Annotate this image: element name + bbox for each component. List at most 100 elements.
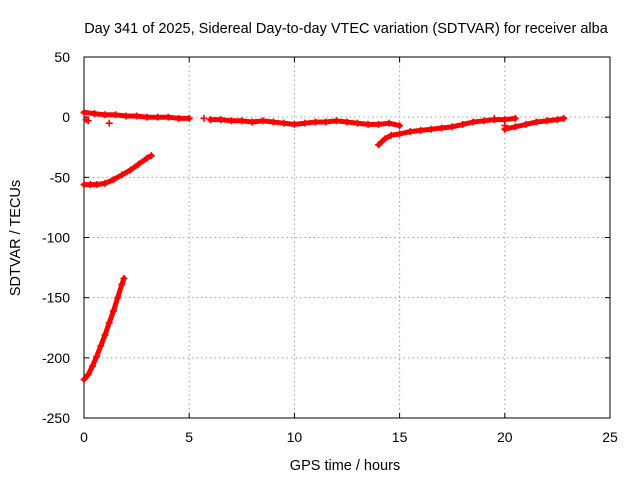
y-tick-label: -250 bbox=[42, 410, 70, 426]
data-point bbox=[290, 120, 298, 128]
data-point bbox=[227, 117, 235, 125]
data-point bbox=[459, 120, 467, 128]
chart-title: Day 341 of 2025, Sidereal Day-to-day VTE… bbox=[84, 21, 609, 37]
series-arc3 bbox=[80, 274, 128, 383]
data-point bbox=[84, 117, 92, 125]
x-tick-label: 0 bbox=[80, 429, 88, 445]
plot-frame bbox=[83, 56, 611, 419]
data-point bbox=[543, 117, 551, 125]
data-point bbox=[118, 280, 126, 288]
data-point bbox=[522, 120, 530, 128]
x-tick-label: 10 bbox=[287, 429, 303, 445]
data-point bbox=[259, 117, 267, 125]
data-point bbox=[164, 113, 172, 121]
data-point bbox=[490, 114, 498, 122]
data-point bbox=[93, 353, 101, 361]
data-point bbox=[381, 135, 389, 143]
data-point bbox=[143, 113, 151, 121]
y-tick-label: -150 bbox=[42, 290, 70, 306]
series-arc1 bbox=[80, 108, 193, 122]
y-tick-label: 50 bbox=[54, 49, 70, 65]
data-point bbox=[511, 114, 519, 122]
series-arc5 bbox=[375, 114, 519, 149]
data-point bbox=[147, 152, 155, 160]
data-point bbox=[101, 111, 109, 119]
data-point bbox=[501, 122, 509, 130]
data-point bbox=[200, 114, 208, 122]
data-point bbox=[280, 119, 288, 127]
data-point bbox=[97, 342, 105, 350]
series-arc2 bbox=[80, 152, 155, 189]
data-point bbox=[396, 130, 404, 138]
data-point bbox=[120, 274, 128, 282]
data-point bbox=[80, 181, 88, 189]
data-point bbox=[101, 179, 109, 187]
data-point bbox=[364, 120, 372, 128]
data-point bbox=[91, 110, 99, 118]
data-point bbox=[511, 123, 519, 131]
data-point bbox=[560, 114, 568, 122]
x-tick-label: 15 bbox=[392, 429, 408, 445]
axis-ticks: 0 5 10 15 20 25 -250 -200 -150 -100 -50 0 50 bbox=[42, 49, 618, 445]
data-point bbox=[109, 176, 117, 184]
data-point bbox=[396, 122, 404, 130]
data-point bbox=[114, 294, 122, 302]
data-point bbox=[532, 118, 540, 126]
data-point bbox=[553, 116, 561, 124]
grid bbox=[84, 57, 610, 418]
data-point bbox=[332, 117, 340, 125]
data-point bbox=[427, 125, 435, 133]
x-tick-label: 5 bbox=[185, 429, 193, 445]
series-line bbox=[81, 153, 154, 188]
data-point bbox=[469, 118, 477, 126]
data-point bbox=[101, 331, 109, 339]
y-tick-label: 0 bbox=[62, 109, 70, 125]
data-point bbox=[480, 117, 488, 125]
data-point bbox=[118, 171, 126, 179]
data-point bbox=[387, 131, 395, 139]
data-point bbox=[88, 362, 96, 370]
data-point bbox=[143, 154, 151, 162]
series-gap-points bbox=[82, 114, 509, 130]
series-line bbox=[81, 275, 127, 382]
data-point bbox=[448, 123, 456, 131]
data-point bbox=[354, 119, 362, 127]
data-point bbox=[269, 118, 277, 126]
data-point bbox=[206, 116, 214, 124]
y-axis-label: SDTVAR / TECUs bbox=[8, 180, 24, 296]
data-point bbox=[311, 118, 319, 126]
data-point bbox=[109, 307, 117, 315]
data-point bbox=[175, 114, 183, 122]
data-point bbox=[343, 118, 351, 126]
data-point bbox=[80, 108, 88, 116]
data-point bbox=[417, 126, 425, 134]
data-point bbox=[406, 128, 414, 136]
data-point bbox=[80, 375, 88, 383]
data-point bbox=[385, 119, 393, 127]
x-tick-label: 20 bbox=[497, 429, 513, 445]
data-point bbox=[238, 117, 246, 125]
data-point bbox=[105, 119, 113, 127]
data-point bbox=[501, 116, 509, 124]
data-point bbox=[122, 112, 130, 120]
data-point bbox=[375, 141, 383, 149]
data-point bbox=[112, 111, 120, 119]
data-point bbox=[84, 371, 92, 379]
data-point bbox=[133, 112, 141, 120]
data-point bbox=[438, 124, 446, 132]
data-point bbox=[135, 160, 143, 168]
x-tick-label: 25 bbox=[602, 429, 618, 445]
data-point bbox=[86, 181, 94, 189]
data-point bbox=[126, 166, 134, 174]
data-point bbox=[322, 118, 330, 126]
y-tick-label: -200 bbox=[42, 350, 70, 366]
data-point bbox=[375, 120, 383, 128]
data-point bbox=[154, 113, 162, 121]
data-series bbox=[80, 108, 568, 383]
y-tick-label: -50 bbox=[50, 169, 70, 185]
data-point bbox=[185, 114, 193, 122]
data-point bbox=[248, 118, 256, 126]
data-point bbox=[301, 119, 309, 127]
data-point bbox=[217, 116, 225, 124]
